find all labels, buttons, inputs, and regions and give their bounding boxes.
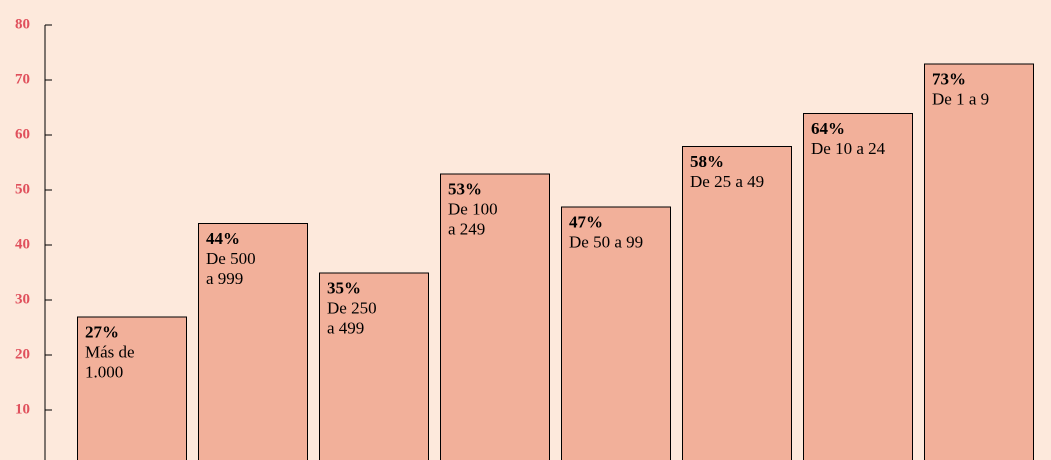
y-tick-label: 10: [15, 401, 30, 417]
category-label: De 250 a 499: [327, 299, 377, 338]
category-label: De 50 a 99: [569, 233, 643, 252]
value-label: 53%: [448, 180, 482, 199]
value-label: 64%: [811, 119, 845, 138]
value-label: 44%: [206, 229, 240, 248]
category-label: De 500 a 999: [206, 249, 256, 288]
value-label: 47%: [569, 213, 603, 232]
y-tick-label: 50: [15, 181, 30, 197]
y-tick-label: 80: [15, 16, 30, 32]
y-tick-label: 20: [15, 346, 30, 362]
y-tick-label: 70: [15, 71, 30, 87]
value-label: 35%: [327, 279, 361, 298]
category-label: De 25 a 49: [690, 172, 764, 191]
bar: [682, 146, 792, 460]
category-label: De 10 a 24: [811, 139, 886, 158]
bar: [77, 316, 187, 460]
value-label: 73%: [932, 70, 966, 89]
bar: [319, 272, 429, 460]
value-label: 58%: [690, 152, 724, 171]
y-tick-label: 30: [15, 291, 30, 307]
category-label: De 100 a 249: [448, 200, 498, 239]
y-tick-label: 40: [15, 236, 30, 252]
bar: [924, 63, 1034, 460]
bar: [561, 206, 671, 460]
bar: [803, 113, 913, 460]
bar: [440, 173, 550, 460]
value-label: 27%: [85, 323, 119, 342]
y-tick-label: 60: [15, 126, 30, 142]
bar: [198, 223, 308, 460]
category-label: De 1 a 9: [932, 90, 989, 109]
category-label: Más de 1.000: [85, 343, 135, 382]
